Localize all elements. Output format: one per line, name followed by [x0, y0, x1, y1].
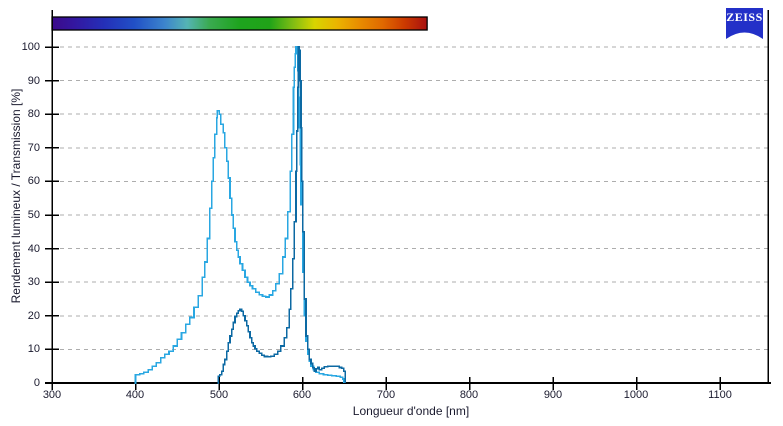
y-tick-label: 10	[27, 343, 40, 355]
x-tick-label: 700	[376, 389, 396, 401]
x-tick-label: 400	[125, 389, 145, 401]
y-tick-label: 50	[27, 209, 40, 221]
y-axis-title: Rendement lumineux / Transmission [%]	[9, 88, 23, 304]
y-tick-label: 20	[27, 310, 40, 322]
x-axis-title: Longueur d'onde [nm]	[352, 404, 470, 418]
y-tick-label: 90	[27, 75, 40, 87]
zeiss-logo: ZEISS	[726, 8, 763, 40]
x-tick-label: 1100	[708, 389, 732, 401]
y-tick-label: 0	[33, 377, 40, 389]
zeiss-logo-text: ZEISS	[726, 10, 763, 24]
x-tick-label: 800	[459, 389, 479, 401]
zeiss-logo-lens-curve	[726, 32, 763, 40]
x-tick-label: 500	[209, 389, 229, 401]
x-tick-label: 1000	[623, 389, 649, 401]
x-tick-label: 900	[543, 389, 563, 401]
y-tick-label: 30	[27, 276, 40, 288]
y-tick-label: 100	[21, 41, 40, 53]
x-tick-label: 300	[42, 389, 62, 401]
y-tick-label: 60	[27, 175, 40, 187]
y-tick-label: 40	[27, 243, 40, 255]
y-tick-label: 80	[27, 108, 40, 120]
y-tick-label: 70	[27, 142, 40, 154]
x-tick-label: 600	[292, 389, 312, 401]
